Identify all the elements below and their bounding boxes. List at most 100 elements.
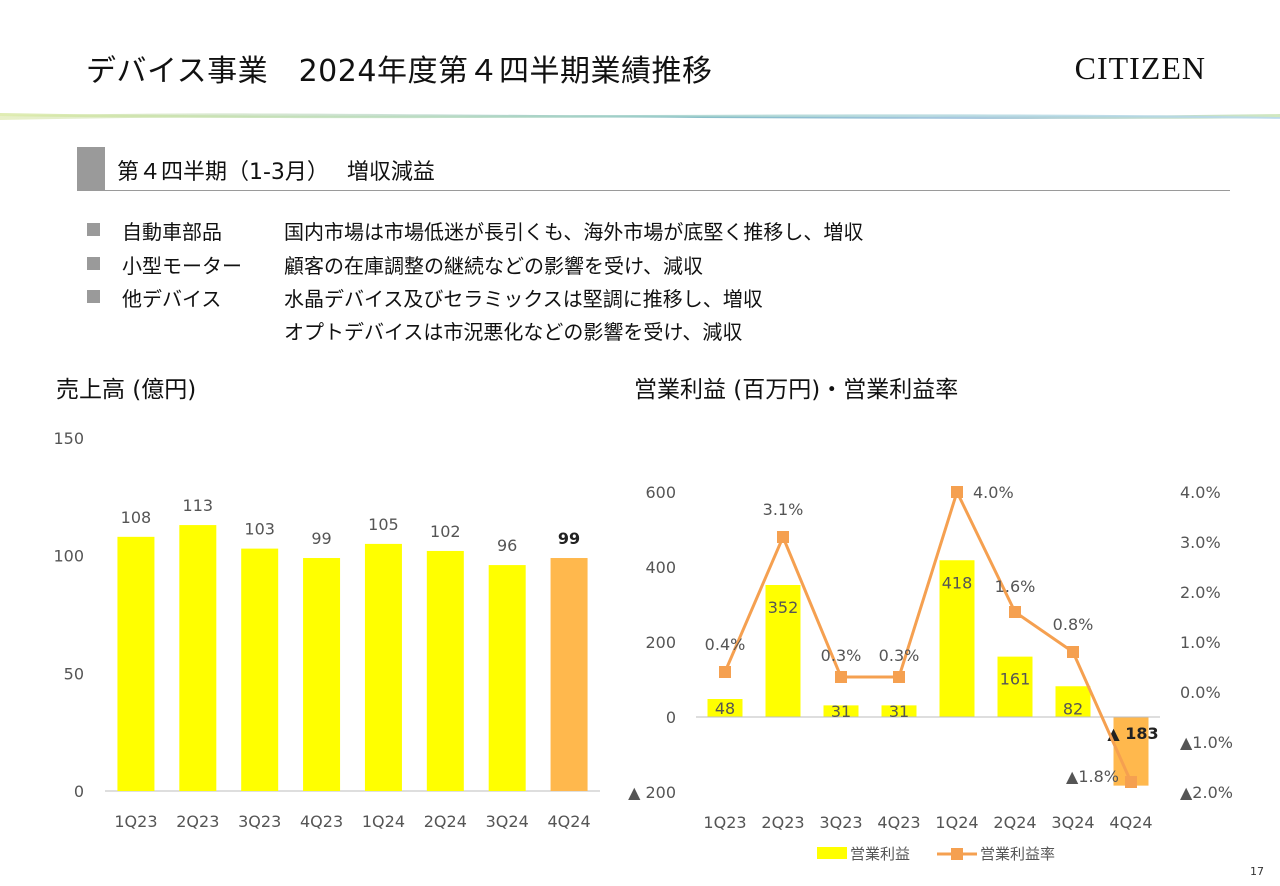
y-tick-label: 0 (74, 782, 84, 801)
x-tick-label: 1Q24 (362, 812, 405, 831)
data-label: 105 (368, 515, 399, 534)
bullet-square-icon (87, 257, 100, 270)
y-tick-label: 150 (53, 429, 84, 448)
operating-profit-chart: ▲ 200 0 200 400 600 ▲2.0% ▲1.0% 0.0% 1.0% 2.0% 3.0… (628, 483, 1233, 863)
bullet-category: 小型モーター (122, 254, 242, 278)
y-right-tick-label: 1.0% (1180, 633, 1221, 652)
x-tick-label: 3Q23 (819, 813, 862, 832)
sales-chart: 0 50 100 150 108 1Q23 113 2Q23 103 3Q23 99 4Q23 105 1… (53, 429, 600, 831)
y-right-tick-label: 2.0% (1180, 583, 1221, 602)
x-tick-label: 3Q24 (1051, 813, 1094, 832)
y-left-tick-label: ▲ 200 (628, 783, 676, 802)
section-marker (77, 147, 105, 191)
x-tick-label: 1Q23 (703, 813, 746, 832)
y-right-tick-label: 4.0% (1180, 483, 1221, 502)
y-right-tick-label: 3.0% (1180, 533, 1221, 552)
data-label: 99 (558, 529, 580, 548)
line-marker (1125, 776, 1137, 788)
legend-bar-swatch (817, 847, 847, 859)
x-tick-label: 2Q23 (761, 813, 804, 832)
legend-line-marker (951, 848, 963, 860)
bullet-category: 他デバイス (122, 287, 222, 311)
line-marker (893, 671, 905, 683)
y-tick-label: 100 (53, 547, 84, 566)
y-right-tick-label: ▲2.0% (1180, 783, 1233, 802)
bar (823, 705, 859, 717)
bullet-description: 顧客の在庫調整の継続などの影響を受け、減収 (284, 254, 703, 278)
bar (881, 705, 917, 717)
bar-data-label: 161 (1000, 670, 1031, 689)
bar (364, 543, 402, 791)
y-left-tick-label: 0 (666, 708, 676, 727)
bar (179, 525, 217, 791)
bar (117, 536, 155, 791)
bar (550, 558, 588, 791)
line-data-label: 3.1% (763, 500, 804, 519)
decorative-gradient-band (0, 113, 1280, 120)
bar-data-label: 352 (768, 598, 799, 617)
bar (303, 558, 341, 791)
line-data-label: 0.3% (821, 646, 862, 665)
brand-logo: CITIZEN (1074, 50, 1206, 86)
bullet-category: 自動車部品 (122, 220, 222, 244)
bar (707, 699, 743, 717)
x-tick-label: 3Q23 (238, 812, 281, 831)
bar (765, 585, 801, 717)
section-title: 第４四半期（1-3月） 増収減益 (117, 160, 435, 185)
bar (1113, 717, 1149, 786)
legend-line-label: 営業利益率 (980, 845, 1055, 863)
line-marker (951, 486, 963, 498)
x-tick-label: 2Q24 (993, 813, 1036, 832)
line-data-label: 0.3% (879, 646, 920, 665)
line-data-label: 1.6% (995, 577, 1036, 596)
y-left-tick-label: 600 (645, 483, 676, 502)
x-tick-label: 1Q24 (935, 813, 978, 832)
bar (426, 550, 464, 791)
y-right-tick-label: ▲1.0% (1180, 733, 1233, 752)
bullet-description: 水晶デバイス及びセラミックスは堅調に推移し、増収 (284, 287, 763, 311)
line-marker (1067, 646, 1079, 658)
bar (939, 560, 975, 717)
x-tick-label: 4Q23 (877, 813, 920, 832)
bullet-description: オプトデバイスは市況悪化などの影響を受け、減収 (284, 320, 743, 344)
x-tick-label: 4Q23 (300, 812, 343, 831)
margin-line (723, 487, 1133, 783)
x-tick-label: 4Q24 (1109, 813, 1152, 832)
line-data-label: ▲1.8% (1066, 767, 1119, 786)
bar-data-label: 31 (889, 702, 909, 721)
line-marker (777, 531, 789, 543)
line-data-label: 0.4% (705, 635, 746, 654)
y-left-tick-label: 200 (645, 633, 676, 652)
x-tick-label: 2Q24 (424, 812, 467, 831)
line-marker (1009, 606, 1021, 618)
y-tick-label: 50 (64, 664, 84, 683)
x-tick-label: 2Q23 (176, 812, 219, 831)
bar-data-label: 48 (715, 699, 735, 718)
data-label: 113 (183, 496, 214, 515)
legend-bar-label: 営業利益 (850, 845, 910, 863)
bar (241, 548, 279, 791)
bar-data-label: 418 (942, 573, 973, 592)
operating-profit-chart-title: 営業利益 (百万円)・営業利益率 (634, 377, 959, 403)
data-label: 96 (497, 536, 517, 555)
data-label: 102 (430, 522, 461, 541)
data-label: 108 (121, 508, 152, 527)
section-underline (105, 190, 1230, 191)
x-tick-label: 1Q23 (114, 812, 157, 831)
bar (997, 656, 1033, 717)
line-marker (719, 666, 731, 678)
data-label: 103 (244, 520, 275, 539)
bar-data-label: 82 (1063, 699, 1083, 718)
line-data-label: 4.0% (973, 483, 1014, 502)
bar (488, 565, 526, 791)
line-marker (835, 671, 847, 683)
x-tick-label: 4Q24 (547, 812, 590, 831)
data-label: 99 (311, 529, 331, 548)
bar-data-label: ▲ 183 (1107, 724, 1158, 743)
bar-data-label: 31 (831, 702, 851, 721)
page-number: 17 (1250, 865, 1264, 878)
page-title: デバイス事業 2024年度第４四半期業績推移 (86, 54, 713, 89)
y-left-tick-label: 400 (645, 558, 676, 577)
bar (1055, 686, 1091, 717)
sales-chart-title: 売上高 (億円) (56, 377, 197, 403)
